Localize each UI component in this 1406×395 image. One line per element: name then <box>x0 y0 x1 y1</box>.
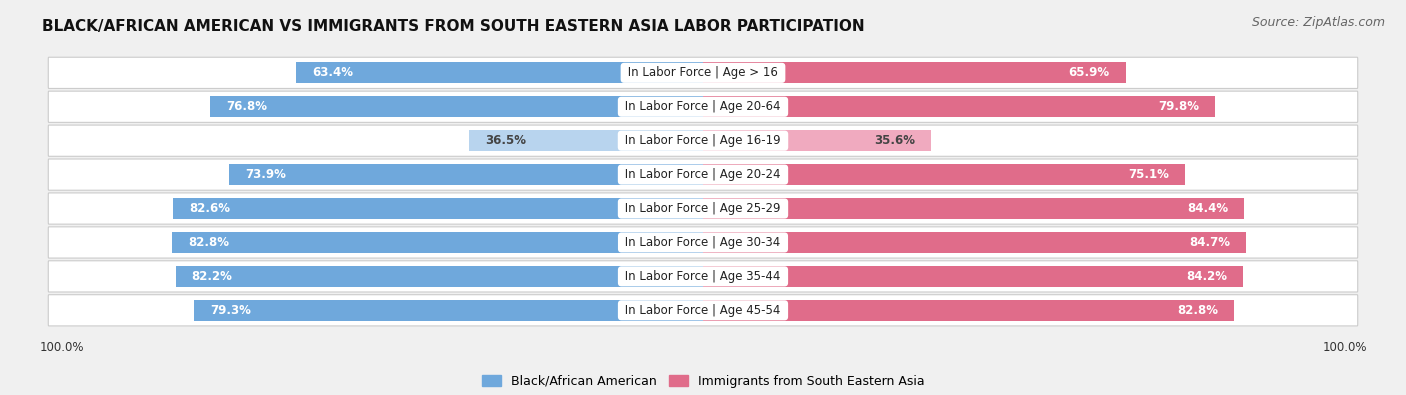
FancyBboxPatch shape <box>48 227 1358 258</box>
Legend: Black/African American, Immigrants from South Eastern Asia: Black/African American, Immigrants from … <box>477 370 929 393</box>
Text: 76.8%: 76.8% <box>226 100 267 113</box>
Bar <box>703 300 1234 321</box>
Text: 82.6%: 82.6% <box>188 202 231 215</box>
Bar <box>229 164 703 185</box>
Text: 79.3%: 79.3% <box>211 304 252 317</box>
Bar <box>703 130 931 151</box>
Text: 35.6%: 35.6% <box>875 134 915 147</box>
Text: In Labor Force | Age 30-34: In Labor Force | Age 30-34 <box>621 236 785 249</box>
FancyBboxPatch shape <box>48 193 1358 224</box>
Text: 84.2%: 84.2% <box>1187 270 1227 283</box>
FancyBboxPatch shape <box>48 261 1358 292</box>
Text: In Labor Force | Age 20-64: In Labor Force | Age 20-64 <box>621 100 785 113</box>
Text: In Labor Force | Age 25-29: In Labor Force | Age 25-29 <box>621 202 785 215</box>
Text: In Labor Force | Age 35-44: In Labor Force | Age 35-44 <box>621 270 785 283</box>
Bar <box>703 266 1243 287</box>
Text: 36.5%: 36.5% <box>485 134 526 147</box>
Bar <box>211 96 703 117</box>
Bar <box>297 62 703 83</box>
Text: 82.8%: 82.8% <box>1177 304 1218 317</box>
Text: Source: ZipAtlas.com: Source: ZipAtlas.com <box>1251 16 1385 29</box>
FancyBboxPatch shape <box>48 125 1358 156</box>
Text: 73.9%: 73.9% <box>245 168 285 181</box>
Bar <box>703 62 1126 83</box>
Bar <box>703 232 1246 253</box>
FancyBboxPatch shape <box>48 91 1358 122</box>
Text: In Labor Force | Age 16-19: In Labor Force | Age 16-19 <box>621 134 785 147</box>
Bar <box>468 130 703 151</box>
Bar <box>703 198 1244 219</box>
Text: 75.1%: 75.1% <box>1128 168 1168 181</box>
Text: BLACK/AFRICAN AMERICAN VS IMMIGRANTS FROM SOUTH EASTERN ASIA LABOR PARTICIPATION: BLACK/AFRICAN AMERICAN VS IMMIGRANTS FRO… <box>42 19 865 34</box>
Text: 63.4%: 63.4% <box>312 66 353 79</box>
FancyBboxPatch shape <box>48 57 1358 88</box>
Text: In Labor Force | Age 45-54: In Labor Force | Age 45-54 <box>621 304 785 317</box>
Text: 84.7%: 84.7% <box>1189 236 1230 249</box>
Bar <box>176 266 703 287</box>
Bar <box>194 300 703 321</box>
Text: In Labor Force | Age > 16: In Labor Force | Age > 16 <box>624 66 782 79</box>
Bar <box>172 232 703 253</box>
FancyBboxPatch shape <box>48 295 1358 326</box>
Text: In Labor Force | Age 20-24: In Labor Force | Age 20-24 <box>621 168 785 181</box>
Text: 84.4%: 84.4% <box>1187 202 1229 215</box>
FancyBboxPatch shape <box>48 159 1358 190</box>
Text: 65.9%: 65.9% <box>1069 66 1109 79</box>
Bar <box>703 96 1215 117</box>
Text: 82.2%: 82.2% <box>191 270 232 283</box>
Bar <box>173 198 703 219</box>
Text: 79.8%: 79.8% <box>1159 100 1199 113</box>
Bar <box>703 164 1185 185</box>
Text: 82.8%: 82.8% <box>188 236 229 249</box>
